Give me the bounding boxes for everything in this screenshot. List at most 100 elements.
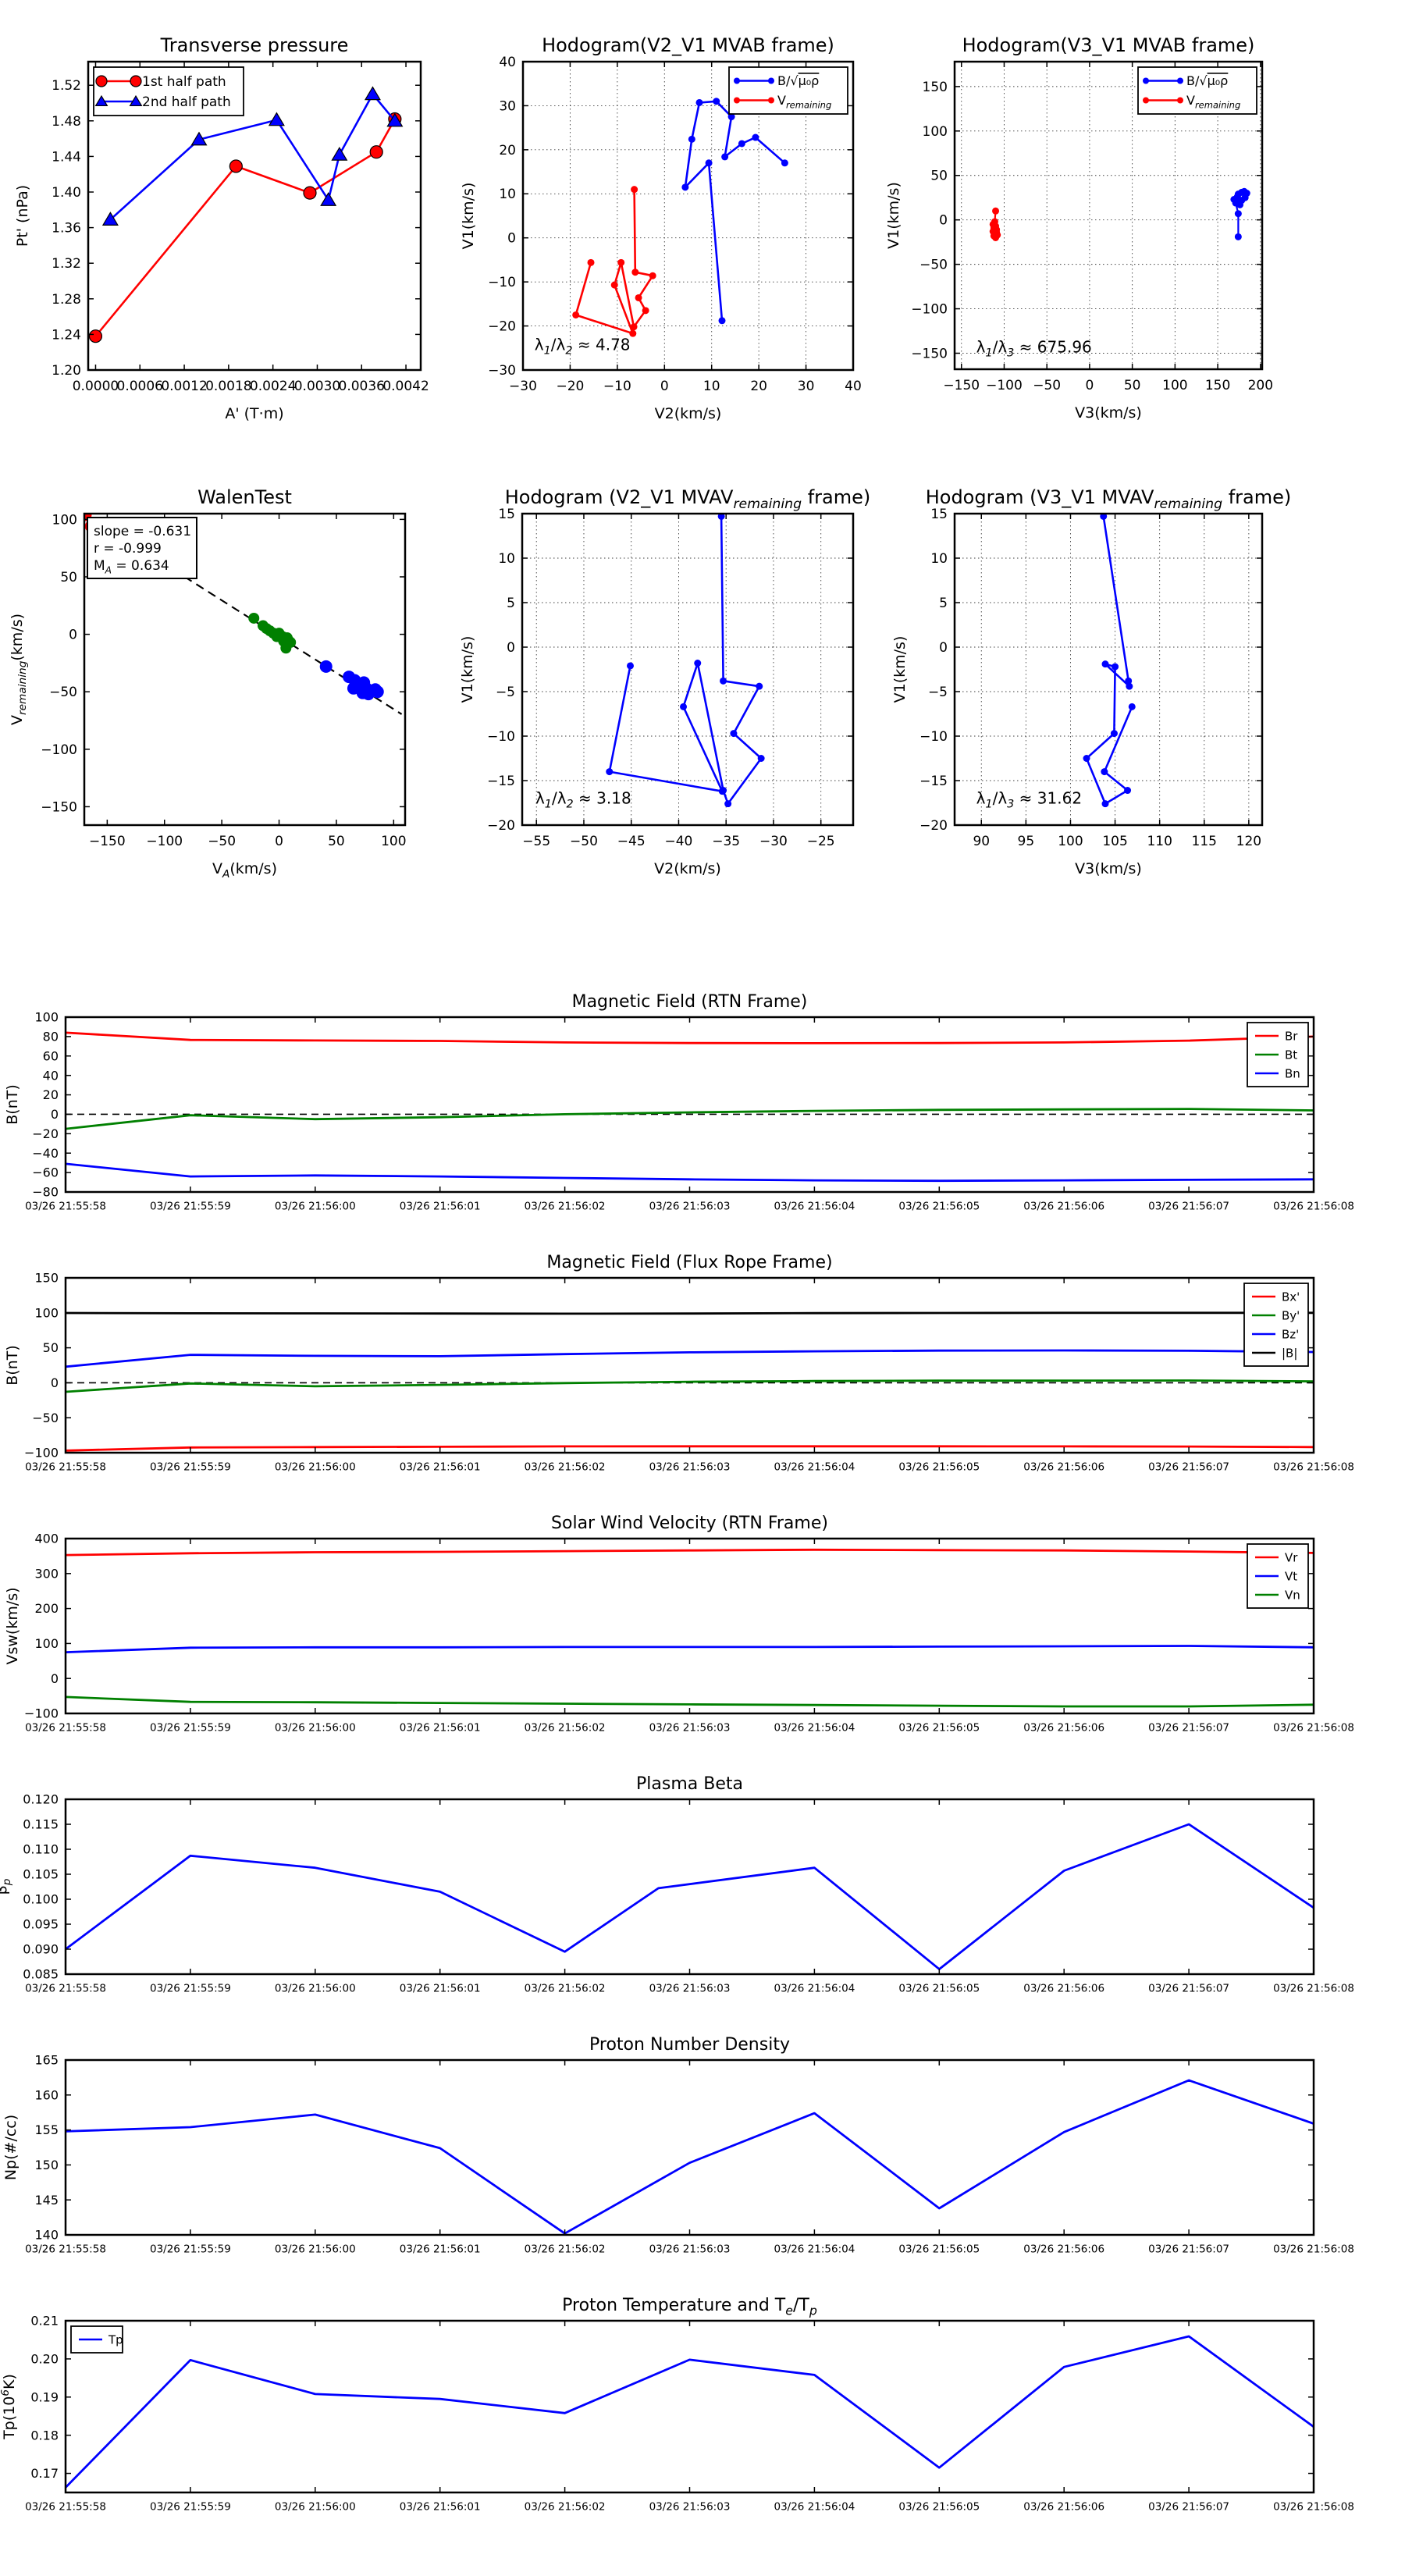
ticks: −150 −100 −50 0 50 100 −150 −100 −50 0 50 100 bbox=[41, 512, 406, 849]
y-tick-label: 0.17 bbox=[30, 2466, 59, 2481]
y-tick-label: 100 bbox=[34, 1010, 59, 1025]
x-tick-label: 03/26 21:56:02 bbox=[525, 1461, 606, 1474]
y-tick-label: −20 bbox=[487, 818, 515, 834]
x-tick-label: 03/26 21:56:07 bbox=[1148, 1461, 1229, 1474]
x-tick-label: 03/26 21:55:58 bbox=[25, 1461, 106, 1474]
legend-label: Vr bbox=[1285, 1550, 1298, 1564]
chart-title-proton-number-density: Proton Number Density bbox=[589, 2035, 790, 2055]
y-axis-label: Vremaining(km/s) bbox=[9, 614, 29, 725]
x-tick-label: 03/26 21:56:03 bbox=[649, 2243, 731, 2256]
x-tick-label: −50 bbox=[1033, 378, 1061, 393]
y-tick-label: 1.40 bbox=[52, 185, 81, 201]
y-tick-label: 0.085 bbox=[23, 1967, 59, 1982]
legend: Tp bbox=[70, 2325, 123, 2354]
series-second-half-points bbox=[319, 660, 384, 701]
legend: Vr Vt Vn bbox=[1247, 1543, 1309, 1609]
y-tick-label: −50 bbox=[49, 685, 77, 700]
y-tick-label: −150 bbox=[911, 346, 948, 361]
y-tick-label: 50 bbox=[60, 570, 77, 585]
y-tick-label: 0.20 bbox=[30, 2351, 59, 2366]
axes-frame bbox=[87, 60, 422, 372]
series-Br bbox=[66, 1031, 1314, 1044]
x-tick-label: 03/26 21:56:07 bbox=[1148, 2501, 1229, 2514]
y-tick-label: −150 bbox=[41, 799, 77, 815]
y-tick-label: 100 bbox=[34, 1305, 59, 1320]
chart-title-hodogram-v2v1-mvab: Hodogram(V2_V1 MVAB frame) bbox=[542, 34, 834, 56]
panel-mag-flux-rope: 03/26 21:55:58 03/26 21:55:59 03/26 21:56:… bbox=[4, 1253, 1354, 1474]
y-tick-label: 0 bbox=[939, 640, 948, 656]
panel-hodogram-v3v1-mvab: −150 −100 −50 0 50 100 150 200 −150 −100 −50 0 50 100… bbox=[885, 34, 1273, 422]
annotation: λ1/λ3 ≈ 675.96 bbox=[976, 337, 1092, 359]
x-tick-label: 20 bbox=[750, 379, 767, 394]
x-tick-label: 03/26 21:56:04 bbox=[774, 1461, 855, 1474]
x-tick-label: 100 bbox=[1058, 834, 1083, 849]
x-tick-label: 03/26 21:55:59 bbox=[150, 1201, 231, 1213]
x-tick-label: −30 bbox=[759, 834, 788, 849]
x-tick-label: 03/26 21:56:05 bbox=[898, 2243, 980, 2256]
x-tick-label: 100 bbox=[381, 834, 406, 849]
y-tick-label: 50 bbox=[930, 169, 948, 184]
x-tick-label: 03/26 21:56:08 bbox=[1273, 1722, 1354, 1735]
series-1st-half-path bbox=[88, 112, 402, 343]
series-V-remaining bbox=[572, 186, 656, 337]
y-tick-label: 300 bbox=[34, 1566, 59, 1581]
ticks: 03/26 21:55:58 03/26 21:55:59 03/26 21:56:… bbox=[23, 1792, 1354, 1995]
y-tick-label: −15 bbox=[919, 774, 948, 789]
x-tick-label: 50 bbox=[1124, 378, 1141, 393]
legend-label: Tp bbox=[108, 2332, 123, 2347]
y-tick-label: 0.120 bbox=[23, 1792, 59, 1807]
y-tick-label: 150 bbox=[923, 80, 948, 95]
y-tick-label: 10 bbox=[499, 187, 516, 202]
x-tick-label: 03/26 21:56:06 bbox=[1023, 1201, 1104, 1213]
x-tick-label: 03/26 21:56:02 bbox=[525, 1983, 606, 1995]
series-B-magnitude bbox=[66, 1311, 1314, 1315]
x-tick-label: 03/26 21:56:01 bbox=[400, 1461, 481, 1474]
panel-proton-temperature: 03/26 21:55:58 03/26 21:55:59 03/26 21:56:… bbox=[0, 2296, 1354, 2514]
x-tick-label: 03/26 21:56:00 bbox=[275, 1201, 356, 1213]
y-tick-label: −10 bbox=[488, 275, 516, 290]
legend-label: 2nd half path bbox=[142, 94, 231, 110]
y-axis-label: V1(km/s) bbox=[459, 636, 476, 703]
x-tick-label: 0.0024 bbox=[250, 379, 296, 394]
x-tick-label: 03/26 21:55:58 bbox=[25, 2501, 106, 2514]
y-axis-label: Tp(106K) bbox=[0, 2374, 18, 2440]
series-B-over-sqrt-mu0-rho bbox=[681, 98, 788, 325]
x-tick-label: 0 bbox=[660, 379, 669, 394]
x-tick-label: 110 bbox=[1147, 834, 1172, 849]
y-tick-label: −15 bbox=[487, 774, 515, 789]
y-tick-label: −50 bbox=[919, 258, 948, 273]
x-tick-label: 50 bbox=[328, 834, 345, 849]
y-tick-label: −100 bbox=[911, 302, 948, 318]
y-tick-label: 200 bbox=[34, 1601, 59, 1616]
y-tick-label: 1.32 bbox=[52, 256, 81, 272]
x-tick-label: −20 bbox=[556, 379, 584, 394]
series-Bz-prime bbox=[66, 1349, 1314, 1368]
y-tick-label: 0 bbox=[51, 1107, 59, 1122]
x-tick-label: 03/26 21:56:03 bbox=[649, 1983, 731, 1995]
y-tick-label: 60 bbox=[43, 1048, 59, 1063]
x-tick-label: 03/26 21:55:59 bbox=[150, 1461, 231, 1474]
y-tick-label: 150 bbox=[34, 2158, 59, 2172]
x-tick-label: −55 bbox=[522, 834, 550, 849]
x-tick-label: −25 bbox=[807, 834, 835, 849]
y-axis-label: Vsw(km/s) bbox=[4, 1587, 21, 1664]
legend-label: Vremaining bbox=[777, 93, 831, 110]
x-tick-label: 200 bbox=[1248, 378, 1273, 393]
annotation: λ1/λ3 ≈ 31.62 bbox=[976, 788, 1082, 810]
y-tick-label: 1.48 bbox=[52, 114, 81, 130]
y-tick-label: 0 bbox=[939, 213, 948, 229]
x-tick-label: 03/26 21:56:00 bbox=[275, 1722, 356, 1735]
stat-line: MA = 0.634 bbox=[94, 558, 169, 575]
x-tick-label: 03/26 21:56:08 bbox=[1273, 2243, 1354, 2256]
legend-label: Vremaining bbox=[1186, 93, 1240, 110]
y-tick-label: −100 bbox=[24, 1446, 59, 1461]
series-2nd-half-path bbox=[101, 86, 404, 226]
x-tick-label: 03/26 21:56:08 bbox=[1273, 1983, 1354, 1995]
x-tick-label: 03/26 21:56:01 bbox=[400, 2243, 481, 2256]
y-tick-label: 0 bbox=[69, 628, 77, 643]
panel-solar-wind-velocity: 03/26 21:55:58 03/26 21:55:59 03/26 21:56:… bbox=[4, 1514, 1354, 1735]
y-tick-label: −50 bbox=[32, 1411, 59, 1425]
x-tick-label: 95 bbox=[1018, 834, 1035, 849]
x-tick-label: 03/26 21:55:58 bbox=[25, 2243, 106, 2256]
